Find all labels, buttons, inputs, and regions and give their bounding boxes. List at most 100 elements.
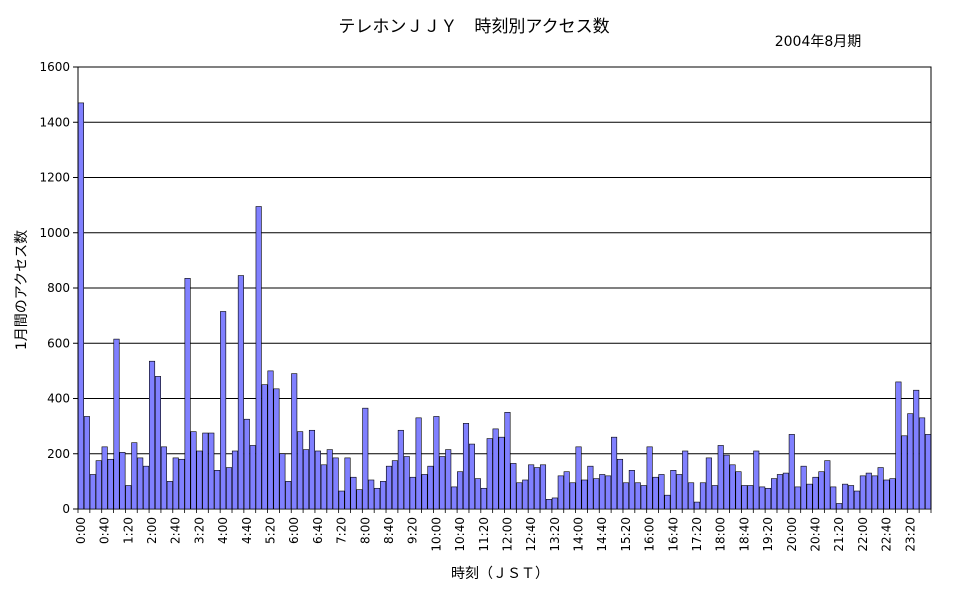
- x-tick-label: 21:20: [832, 517, 846, 552]
- bar: [492, 428, 499, 510]
- bar: [925, 434, 932, 510]
- bar: [682, 450, 689, 510]
- bar: [836, 503, 843, 510]
- bar: [445, 449, 452, 510]
- bar: [415, 417, 422, 510]
- bar: [616, 458, 624, 510]
- x-tick-label: 7:20: [335, 517, 349, 544]
- bar: [291, 373, 298, 510]
- bar: [95, 460, 102, 510]
- bar: [522, 479, 529, 510]
- bar: [871, 475, 878, 510]
- bar: [883, 479, 890, 510]
- bar: [859, 475, 866, 510]
- bar: [735, 471, 742, 510]
- bar: [451, 486, 458, 510]
- bar: [605, 475, 612, 510]
- bar: [184, 278, 191, 510]
- x-axis-ticks: 0:00 0:40 1:20 2:00 2:40 3:20 4:00 4:40 5:20 6:00…: [74, 509, 932, 552]
- bar: [101, 446, 108, 510]
- chart-subtitle: 2004年8月期: [775, 34, 862, 50]
- bar: [172, 457, 179, 510]
- bar: [563, 471, 570, 510]
- bar: [380, 481, 387, 510]
- bar: [670, 470, 677, 510]
- x-tick-label: 6:40: [311, 517, 325, 544]
- bar: [652, 476, 659, 510]
- bar: [504, 412, 511, 510]
- bar: [433, 416, 440, 510]
- bar: [344, 457, 351, 510]
- bar: [711, 485, 718, 510]
- bar: [320, 464, 327, 510]
- bar: [842, 483, 849, 510]
- bar: [154, 376, 161, 510]
- bar: [107, 458, 114, 510]
- x-tick-label: 5:20: [264, 517, 278, 544]
- bar: [267, 370, 274, 510]
- bar: [166, 481, 173, 510]
- bar: [131, 442, 138, 510]
- y-tick-label: 1000: [39, 226, 70, 240]
- bar: [190, 431, 197, 510]
- bar: [202, 432, 209, 510]
- bar: [113, 338, 120, 510]
- bar: [77, 102, 84, 510]
- bar: [569, 482, 576, 510]
- bar: [516, 482, 523, 510]
- bar: [261, 384, 268, 510]
- bar: [759, 486, 766, 510]
- bar: [895, 381, 902, 510]
- bar: [723, 454, 730, 510]
- bar: [581, 479, 588, 510]
- bar: [848, 485, 855, 510]
- x-tick-label: 12:00: [500, 517, 514, 552]
- x-tick-label: 4:00: [216, 517, 230, 544]
- bar: [717, 445, 724, 510]
- bar: [226, 467, 233, 510]
- bar: [776, 474, 783, 510]
- bar: [693, 501, 701, 510]
- bar: [794, 486, 801, 510]
- bar: [391, 460, 398, 510]
- bar: [877, 467, 884, 510]
- x-tick-label: 14:40: [595, 517, 609, 552]
- y-tick-label: 200: [47, 447, 70, 461]
- bar: [593, 478, 600, 510]
- bar: [634, 482, 641, 510]
- bar: [551, 497, 558, 510]
- bar: [770, 478, 778, 510]
- bar: [782, 472, 789, 510]
- bar: [468, 443, 475, 510]
- bar: [486, 438, 493, 510]
- bar: [545, 499, 552, 510]
- bar: [830, 486, 837, 510]
- bar: [889, 478, 896, 510]
- bar: [397, 429, 404, 510]
- bar: [853, 490, 860, 510]
- bar: [237, 275, 244, 510]
- bar: [628, 470, 635, 510]
- x-tick-label: 2:00: [145, 517, 159, 544]
- bar: [539, 464, 547, 510]
- x-tick-label: 8:00: [358, 517, 372, 544]
- bar: [374, 487, 381, 510]
- bar: [255, 206, 262, 510]
- bar: [729, 464, 736, 510]
- bar: [368, 479, 375, 510]
- bar: [901, 435, 908, 510]
- y-tick-label: 400: [47, 392, 70, 406]
- bar: [510, 463, 517, 510]
- x-tick-label: 11:20: [477, 517, 491, 552]
- bar: [498, 436, 505, 510]
- bar: [907, 413, 914, 510]
- bar: [806, 483, 813, 510]
- bar: [765, 487, 772, 510]
- bar: [528, 464, 535, 510]
- x-tick-label: 3:20: [192, 517, 206, 544]
- bar: [658, 474, 665, 510]
- bar: [308, 429, 316, 510]
- bar: [231, 450, 238, 510]
- bar: [356, 489, 363, 510]
